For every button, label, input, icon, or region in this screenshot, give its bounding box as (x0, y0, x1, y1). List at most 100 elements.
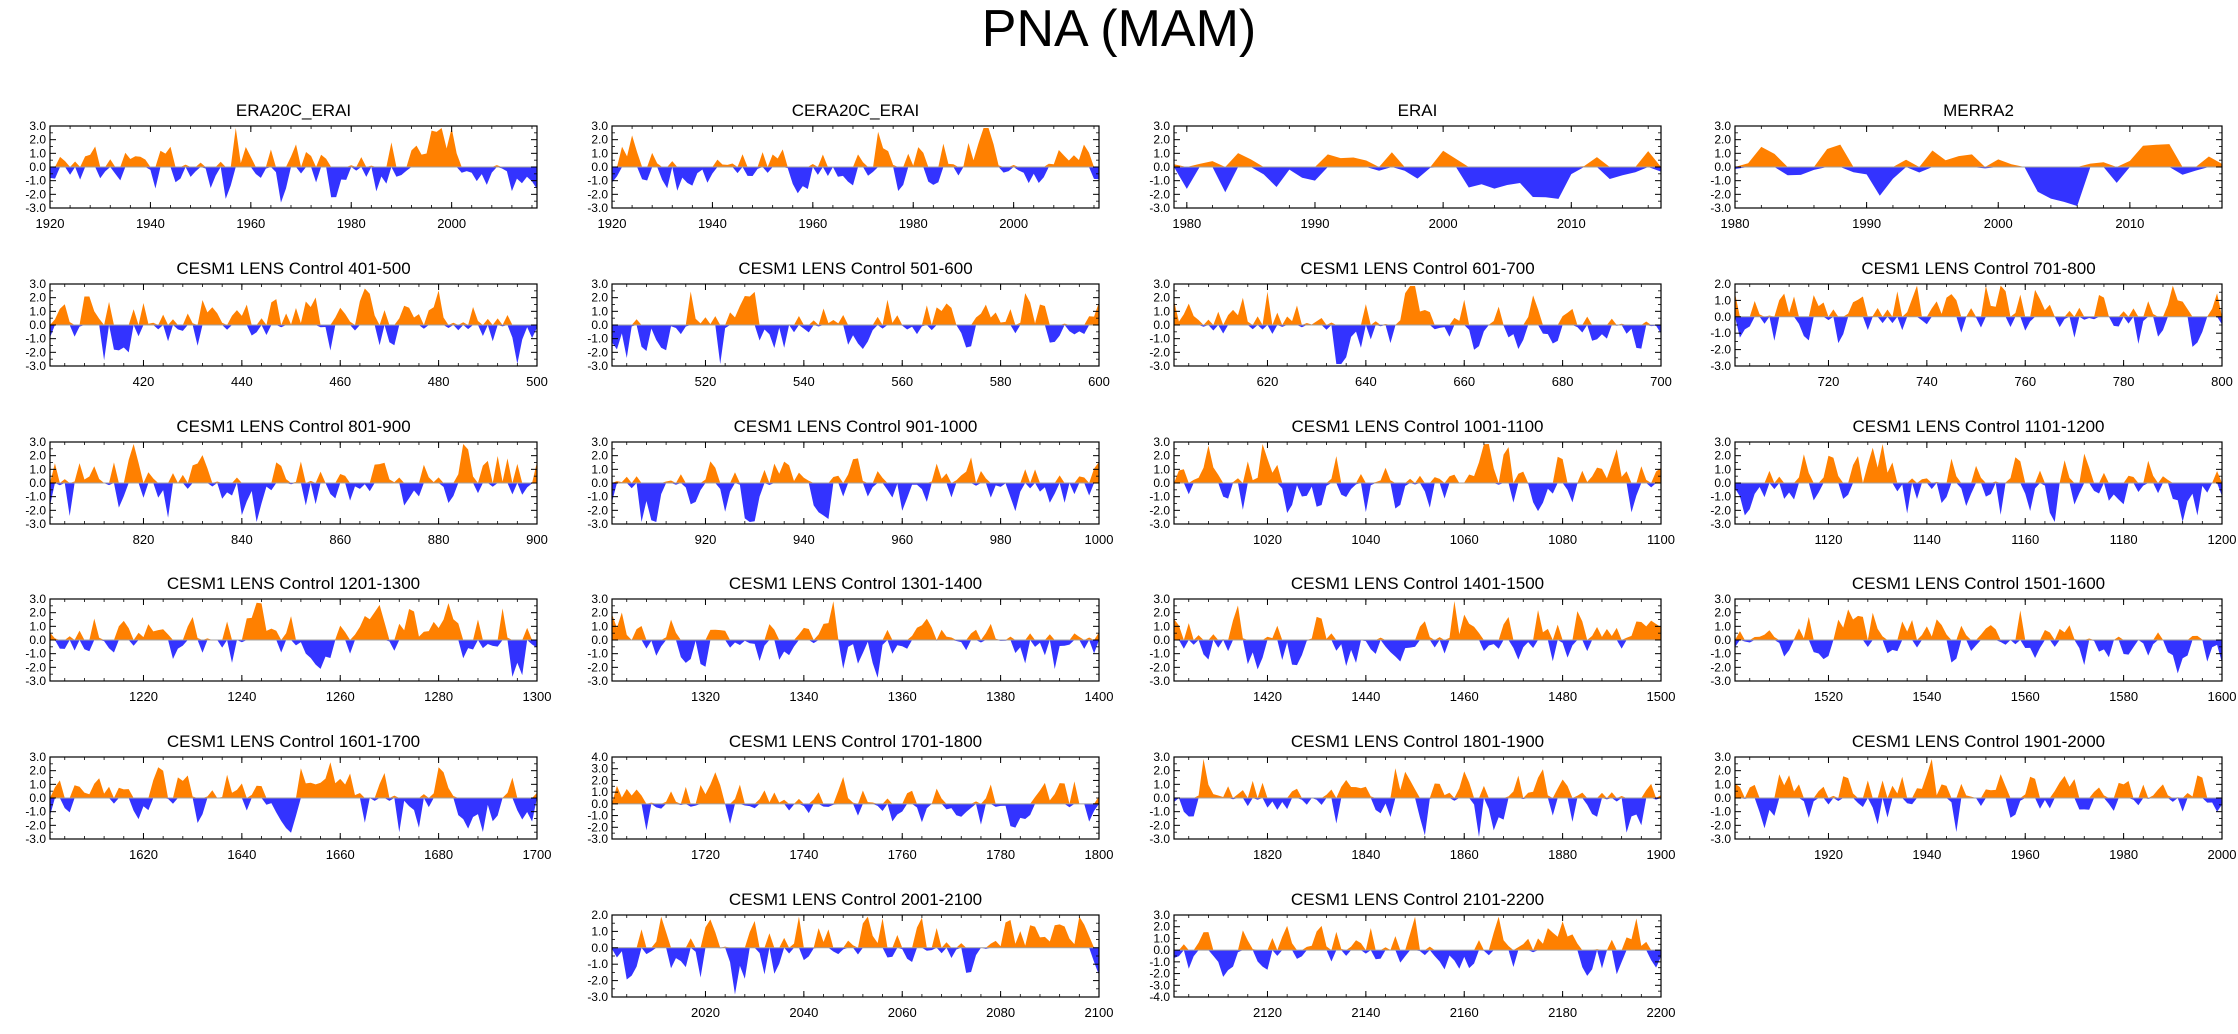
ytick-label: 3.0 (29, 435, 46, 449)
negative-area (50, 483, 537, 522)
ytick-label: -3.0 (587, 517, 608, 531)
positive-area (50, 288, 537, 325)
xtick-label: 1960 (798, 216, 827, 231)
ytick-label: -2.0 (25, 818, 46, 832)
xtick-label: 2000 (1984, 216, 2013, 231)
ytick-label: -3.0 (587, 674, 608, 688)
ytick-label: -3.0 (587, 832, 608, 846)
xtick-label: 1280 (424, 689, 453, 704)
ytick-label: -1.0 (587, 647, 608, 661)
ytick-label: 0.0 (1153, 318, 1170, 332)
xtick-label: 900 (526, 532, 548, 547)
panel-title: CESM1 LENS Control 2001-2100 (729, 890, 982, 909)
ytick-label: -1.0 (1149, 647, 1170, 661)
positive-area (1174, 601, 1661, 640)
ytick-label: 3.0 (1153, 277, 1170, 291)
ytick-label: -3.0 (1149, 517, 1170, 531)
panel-12: CESM1 LENS Control 1101-1200 3.02.01.00.0… (1710, 417, 2236, 547)
ytick-label: 3.0 (29, 119, 46, 133)
xtick-label: 1580 (2109, 689, 2138, 704)
ytick-label: 3.0 (591, 592, 608, 606)
negative-area (50, 798, 537, 833)
xtick-label: 880 (428, 532, 450, 547)
xtick-label: 1060 (1450, 532, 1479, 547)
xtick-label: 1200 (2208, 532, 2237, 547)
xtick-label: 1300 (523, 689, 552, 704)
xtick-label: 1520 (1814, 689, 1843, 704)
xtick-label: 2040 (789, 1005, 818, 1020)
positive-area (1735, 144, 2222, 167)
xtick-label: 460 (329, 374, 351, 389)
ytick-label: -3.0 (587, 359, 608, 373)
ytick-label: 2.0 (1153, 606, 1170, 620)
ytick-label: 0.0 (29, 791, 46, 805)
ytick-label: 0.0 (1153, 160, 1170, 174)
ytick-label: 0.0 (1714, 476, 1731, 490)
ytick-label: -1.0 (25, 174, 46, 188)
ytick-label: 1.0 (1714, 777, 1731, 791)
xtick-label: 500 (526, 374, 548, 389)
negative-area (1174, 640, 1661, 670)
negative-area (50, 640, 537, 677)
panel-title: CESM1 LENS Control 1501-1600 (1852, 574, 2105, 593)
ytick-label: -1.0 (1149, 805, 1170, 819)
panel-title: CESM1 LENS Control 1101-1200 (1853, 417, 2105, 436)
panel-title: CESM1 LENS Control 901-1000 (734, 417, 978, 436)
xtick-label: 1420 (1253, 689, 1282, 704)
figure-title: PNA (MAM) (981, 0, 1257, 58)
xtick-label: 1100 (1647, 532, 1675, 547)
ytick-label: 1.0 (591, 146, 608, 160)
ytick-label: -2.0 (587, 345, 608, 359)
positive-area (1735, 444, 2222, 483)
negative-area (1735, 316, 2222, 347)
panel-11: CESM1 LENS Control 1001-1100 3.02.01.00.0… (1149, 417, 1675, 547)
ytick-label: -1.0 (1149, 332, 1170, 346)
ytick-label: 2.0 (591, 606, 608, 620)
negative-area (50, 325, 537, 364)
xtick-label: 1560 (2011, 689, 2040, 704)
ytick-label: -1.0 (1149, 174, 1170, 188)
ytick-label: 1.0 (591, 924, 608, 938)
ytick-label: 2.0 (29, 133, 46, 147)
ytick-label: 0.0 (29, 476, 46, 490)
ytick-label: 0.0 (1714, 633, 1731, 647)
xtick-label: 580 (990, 374, 1012, 389)
ytick-label: -1.0 (25, 805, 46, 819)
positive-area (612, 128, 1099, 167)
xtick-label: 1000 (1085, 532, 1114, 547)
ytick-label: -1.0 (25, 332, 46, 346)
panel-title: CESM1 LENS Control 501-600 (738, 259, 972, 278)
panel-10: CESM1 LENS Control 901-10003.02.01.00.0-… (587, 417, 1113, 547)
panel-14: CESM1 LENS Control 1301-1400 3.02.01.00.0… (587, 574, 1113, 704)
ytick-label: -1.0 (25, 490, 46, 504)
positive-area (1174, 150, 1661, 167)
xtick-label: 720 (1818, 374, 1840, 389)
xtick-label: 2000 (1429, 216, 1458, 231)
ytick-label: 1.0 (591, 785, 608, 799)
xtick-label: 1400 (1085, 689, 1114, 704)
xtick-label: 2000 (999, 216, 1028, 231)
ytick-label: -1.0 (1710, 174, 1731, 188)
ytick-label: -3.0 (25, 201, 46, 215)
xtick-label: 1760 (888, 847, 917, 862)
ytick-label: 1.0 (1153, 777, 1170, 791)
xtick-label: 1940 (136, 216, 165, 231)
ytick-label: 1.0 (1153, 146, 1170, 160)
ytick-label: 0.0 (591, 633, 608, 647)
ytick-label: 2.0 (29, 449, 46, 463)
xtick-label: 1440 (1351, 689, 1380, 704)
ytick-label: 1.0 (1714, 293, 1731, 307)
xtick-label: 980 (990, 532, 1012, 547)
negative-area (612, 640, 1099, 678)
ytick-label: -3.0 (25, 517, 46, 531)
ytick-label: 2.0 (1714, 133, 1731, 147)
ytick-label: -2.0 (1710, 818, 1731, 832)
panel-title: CESM1 LENS Control 2101-2200 (1291, 890, 1544, 909)
ytick-label: 2.0 (1153, 133, 1170, 147)
xtick-label: 2000 (437, 216, 466, 231)
ytick-label: 2.0 (591, 133, 608, 147)
xtick-label: 1640 (227, 847, 256, 862)
xtick-label: 1980 (337, 216, 366, 231)
panel-18: CESM1 LENS Control 1701-1800 4.03.02.01.0… (587, 732, 1113, 862)
